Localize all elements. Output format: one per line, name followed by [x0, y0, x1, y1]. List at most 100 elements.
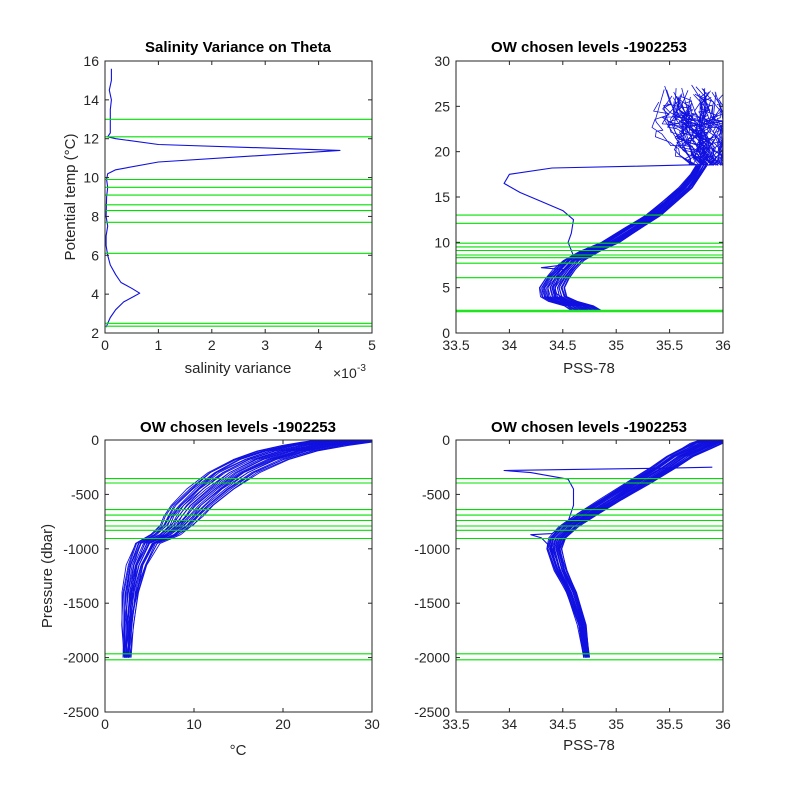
surface-profile-line	[681, 96, 704, 166]
y-tick-label: 0	[91, 432, 99, 448]
profile-line	[564, 165, 708, 311]
profile-line	[128, 440, 372, 658]
axes-box	[104, 60, 373, 334]
profile-line	[558, 440, 723, 658]
profile-line	[127, 440, 365, 658]
x-axis-label: °C	[230, 742, 247, 759]
panel-title: OW chosen levels -1902253	[140, 419, 336, 436]
y-tick-label: 15	[434, 189, 450, 205]
y-tick-label: -1500	[63, 595, 99, 611]
profile-line	[561, 442, 723, 658]
x-tick-label: 36	[715, 716, 731, 732]
profile-line	[125, 440, 357, 658]
panel-title: OW chosen levels -1902253	[491, 419, 687, 436]
plot-area	[105, 440, 372, 661]
axes-box	[455, 439, 724, 713]
profile-line	[127, 440, 371, 658]
y-tick-label: 6	[91, 247, 99, 263]
x-tick-label: 0	[101, 337, 109, 353]
y-tick-label: 0	[442, 325, 450, 341]
x-tick-label: 36	[715, 337, 731, 353]
variance-line	[105, 68, 341, 328]
surface-profile-line	[701, 88, 723, 166]
exponent-power: -3	[357, 363, 366, 374]
profile-line	[127, 440, 362, 658]
surface-profile-line	[668, 94, 711, 166]
profile-line	[130, 441, 372, 658]
x-axis-label: PSS-78	[563, 737, 615, 754]
surface-profile-line	[666, 89, 704, 166]
profile-line	[130, 441, 372, 658]
x-tick-label: 0	[101, 716, 109, 732]
x-tick-label: 4	[315, 337, 323, 353]
y-tick-label: 5	[442, 280, 450, 296]
y-tick-label: 30	[434, 53, 450, 69]
x-tick-label: 33.5	[442, 337, 469, 353]
profile-line	[121, 440, 320, 658]
salinity-variance-panel: Salinity Variance on Theta salinity vari…	[62, 39, 376, 381]
surface-profile-line	[653, 101, 705, 166]
panel-title: Salinity Variance on Theta	[145, 39, 332, 56]
y-tick-label: -2500	[63, 704, 99, 720]
y-tick-label: -1000	[414, 541, 450, 557]
axes-box	[104, 439, 373, 713]
profile-line	[127, 440, 372, 658]
y-tick-label: -500	[71, 486, 99, 502]
y-tick-label: -500	[422, 486, 450, 502]
profile-line	[125, 440, 342, 658]
surface-profile-line	[716, 94, 723, 166]
x-axis-label: PSS-78	[563, 360, 615, 377]
surface-profile-line	[702, 91, 723, 166]
y-axis-label: Potential temp (°C)	[62, 134, 79, 261]
profile-line	[122, 440, 324, 658]
x-tick-label: 3	[261, 337, 269, 353]
y-tick-label: 10	[83, 170, 99, 186]
x-tick-label: 34	[502, 716, 518, 732]
salinity-pressure-panel: OW chosen levels -1902253 PSS-78 33.5 34 3…	[414, 419, 731, 754]
surface-profile-line	[679, 90, 715, 166]
y-tick-label: -1000	[63, 541, 99, 557]
profile-line	[126, 440, 349, 658]
surface-profile-line	[666, 103, 715, 166]
x-tick-label: 35.5	[656, 716, 683, 732]
x-tick-label: 10	[186, 716, 202, 732]
surface-profile-line	[702, 97, 723, 166]
outlier-profile-line	[503, 163, 708, 311]
y-tick-label: 4	[91, 286, 99, 302]
outlier-profile-line	[503, 466, 713, 658]
x-tick-label: 33.5	[442, 716, 469, 732]
x-tick-label: 34.5	[549, 716, 576, 732]
x-tick-label: 30	[364, 716, 380, 732]
x-tick-label: 34	[502, 337, 518, 353]
y-tick-label: 0	[442, 432, 450, 448]
profile-line	[550, 440, 709, 658]
surface-profile-line	[673, 100, 704, 166]
plot-area	[456, 440, 723, 661]
exponent-base: ×10	[333, 365, 357, 381]
y-tick-label: -2000	[63, 650, 99, 666]
surface-profile-line	[693, 94, 723, 166]
y-tick-label: 14	[83, 92, 99, 108]
x-tick-label: 2	[208, 337, 216, 353]
y-tick-label: -2000	[414, 650, 450, 666]
profile-line	[124, 440, 338, 658]
y-tick-label: -2500	[414, 704, 450, 720]
y-tick-label: 8	[91, 208, 99, 224]
surface-profile-line	[651, 95, 693, 166]
x-exponent-label: ×10 -3	[333, 363, 366, 381]
x-tick-label: 35.5	[656, 337, 683, 353]
x-tick-label: 5	[368, 337, 376, 353]
profile-line	[547, 165, 702, 311]
y-tick-label: 12	[83, 131, 99, 147]
temperature-pressure-panel: OW chosen levels -1902253 °C Pressure (d…	[39, 419, 380, 759]
y-tick-label: 20	[434, 144, 450, 160]
profile-line	[129, 441, 372, 658]
y-tick-label: 16	[83, 53, 99, 69]
panel-title: OW chosen levels -1902253	[491, 39, 687, 56]
x-tick-label: 34.5	[549, 337, 576, 353]
y-axis-label: Pressure (dbar)	[39, 524, 56, 628]
surface-profile-line	[695, 88, 713, 166]
plot-area	[456, 84, 723, 313]
